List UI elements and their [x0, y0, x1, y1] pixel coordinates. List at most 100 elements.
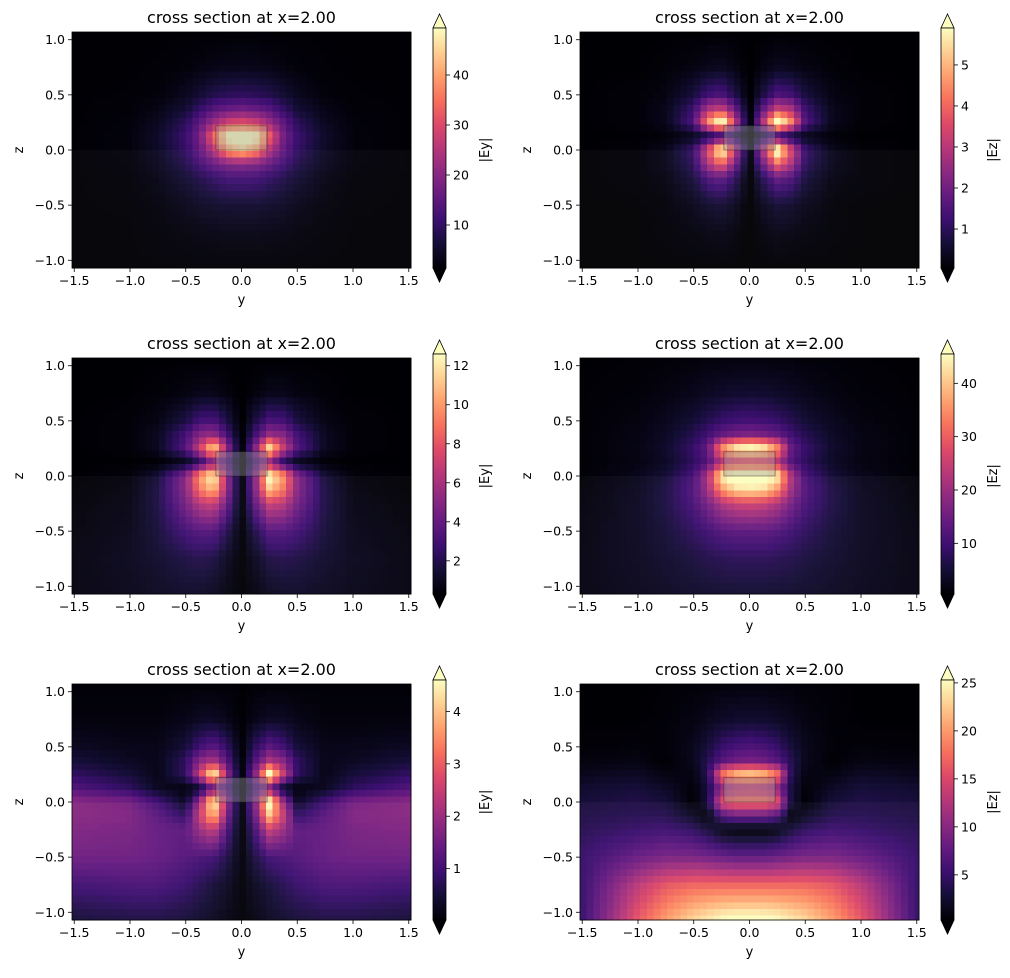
heatmap-cell — [654, 125, 661, 132]
heatmap-cell — [273, 365, 280, 372]
heatmap-cell — [259, 111, 266, 118]
heatmap-cell — [320, 32, 327, 39]
heatmap-cell — [139, 105, 146, 112]
heatmap-cell — [794, 52, 801, 59]
heatmap-cell — [132, 365, 139, 372]
heatmap-cell — [346, 45, 353, 52]
heatmap-cell — [607, 131, 614, 138]
heatmap-cell — [213, 118, 220, 125]
heatmap-cell — [126, 72, 133, 79]
heatmap-cell — [273, 437, 280, 444]
heatmap-cell — [279, 431, 286, 438]
heatmap-cell — [172, 39, 179, 46]
heatmap-cell — [320, 131, 327, 138]
heatmap-cell — [233, 39, 240, 46]
heatmap-cell — [306, 371, 313, 378]
heatmap-cell — [159, 431, 166, 438]
heatmap-cell — [139, 32, 146, 39]
heatmap-cell — [807, 32, 814, 39]
heatmap-cell — [727, 85, 734, 92]
heatmap-cell — [192, 384, 199, 391]
heatmap-cell — [781, 39, 788, 46]
heatmap-cell — [213, 85, 220, 92]
heatmap-cell — [253, 78, 260, 85]
heatmap-cell — [299, 138, 306, 145]
heatmap-cell — [707, 92, 714, 99]
heatmap-cell — [400, 85, 407, 92]
heatmap-cell — [326, 358, 333, 365]
heatmap-cell — [333, 444, 340, 451]
heatmap-cell — [807, 39, 814, 46]
heatmap-cell — [861, 125, 868, 132]
heatmap-cell — [126, 378, 133, 385]
heatmap-cell — [326, 45, 333, 52]
heatmap-cell — [152, 464, 159, 471]
heatmap-cell — [239, 371, 246, 378]
heatmap-cell — [266, 358, 273, 365]
heatmap-cell — [326, 437, 333, 444]
heatmap-cell — [192, 444, 199, 451]
heatmap-cell — [687, 32, 694, 39]
heatmap-cell — [781, 105, 788, 112]
heatmap-cell — [734, 98, 741, 105]
heatmap-cell — [814, 92, 821, 99]
heatmap-cell — [741, 98, 748, 105]
heatmap-cell — [754, 72, 761, 79]
heatmap-cell — [166, 365, 173, 372]
heatmap-cell — [340, 437, 347, 444]
heatmap-cell — [79, 125, 86, 132]
heatmap-cell — [781, 45, 788, 52]
heatmap-cell — [299, 72, 306, 79]
heatmap-cell — [593, 39, 600, 46]
heatmap-cell — [72, 378, 79, 385]
heatmap-cell — [694, 85, 701, 92]
heatmap-cell — [647, 58, 654, 65]
heatmap-cell — [199, 391, 206, 398]
heatmap-cell — [861, 111, 868, 118]
heatmap-cell — [99, 384, 106, 391]
heatmap-cell — [293, 98, 300, 105]
heatmap-cell — [814, 45, 821, 52]
heatmap-cell — [667, 45, 674, 52]
heatmap-cell — [299, 411, 306, 418]
heatmap-cell — [219, 65, 226, 72]
heatmap-cell — [152, 391, 159, 398]
heatmap-cell — [848, 45, 855, 52]
heatmap-cell — [273, 391, 280, 398]
heatmap-cell — [186, 371, 193, 378]
heatmap-cell — [707, 45, 714, 52]
heatmap-cell — [333, 72, 340, 79]
heatmap-cell — [380, 391, 387, 398]
heatmap-cell — [213, 384, 220, 391]
heatmap-cell — [627, 138, 634, 145]
heatmap-cell — [166, 52, 173, 59]
heatmap-cell — [105, 398, 112, 405]
heatmap-cell — [620, 111, 627, 118]
heatmap-cell — [828, 72, 835, 79]
heatmap-cell — [640, 58, 647, 65]
heatmap-cell — [393, 464, 400, 471]
heatmap-cell — [794, 111, 801, 118]
heatmap-cell — [239, 72, 246, 79]
heatmap-cell — [593, 72, 600, 79]
heatmap-cell — [179, 365, 186, 372]
heatmap-cell — [587, 125, 594, 132]
heatmap-cell — [868, 111, 875, 118]
heatmap-cell — [286, 131, 293, 138]
heatmap-cell — [787, 98, 794, 105]
heatmap-cell — [346, 78, 353, 85]
heatmap-cell — [219, 92, 226, 99]
heatmap-cell — [226, 118, 233, 125]
heatmap-cell — [647, 52, 654, 59]
heatmap-cell — [146, 451, 153, 458]
heatmap-cell — [99, 444, 106, 451]
heatmap-cell — [206, 92, 213, 99]
heatmap-cell — [112, 391, 119, 398]
heatmap-cell — [814, 72, 821, 79]
heatmap-cell — [854, 39, 861, 46]
heatmap-cell — [172, 105, 179, 112]
heatmap-cell — [373, 131, 380, 138]
heatmap-cell — [908, 131, 915, 138]
heatmap-cell — [253, 391, 260, 398]
heatmap-cell — [794, 72, 801, 79]
